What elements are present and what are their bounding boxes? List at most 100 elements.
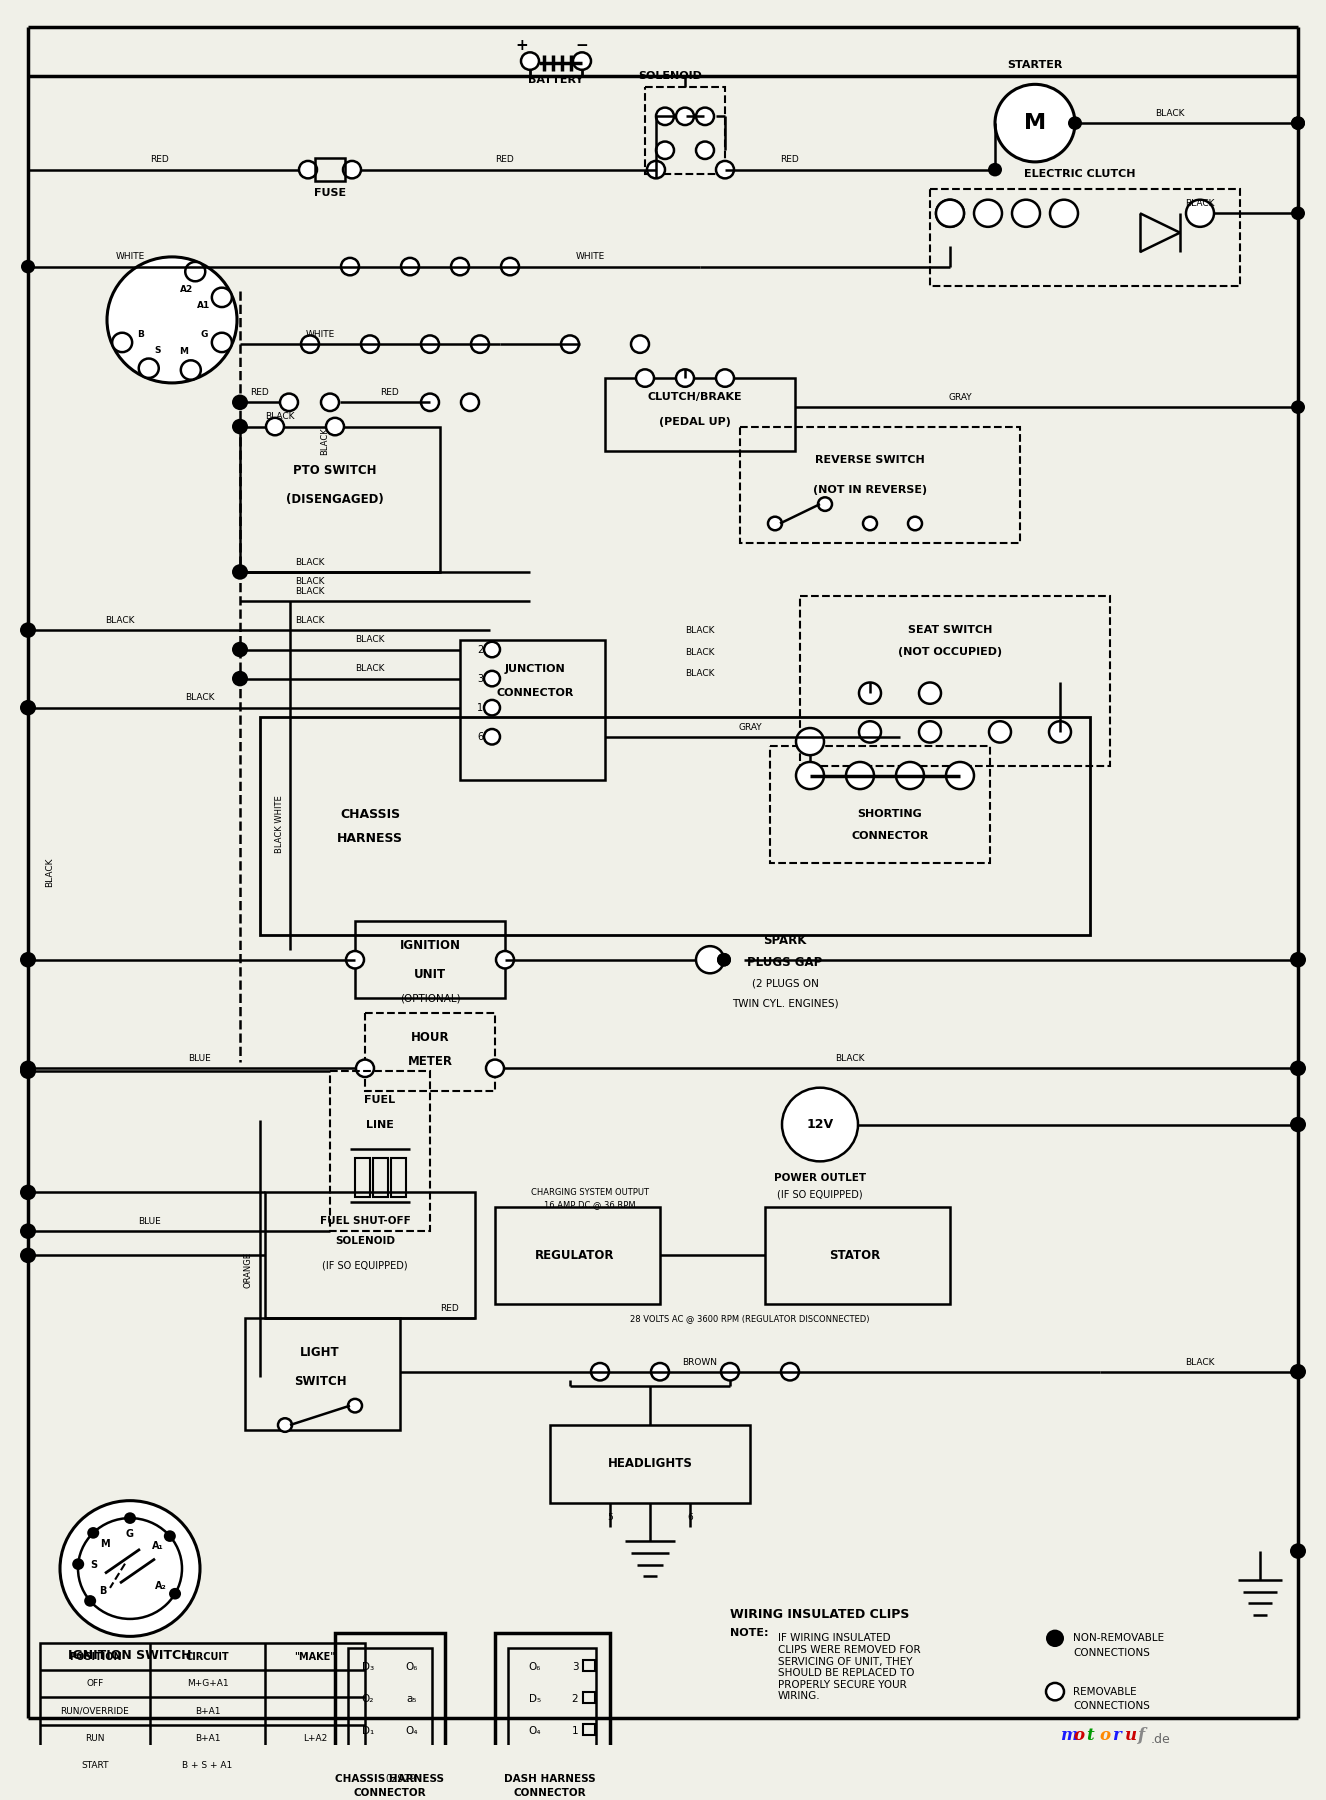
Text: DASH HARNESS: DASH HARNESS	[504, 1773, 595, 1784]
Text: BLACK: BLACK	[686, 648, 715, 657]
Text: UNIT: UNIT	[414, 968, 446, 981]
Text: METER: METER	[407, 1055, 452, 1067]
Bar	[335, 1633, 446, 1775]
Text: BLACK: BLACK	[186, 693, 215, 702]
Text: r: r	[1113, 1726, 1120, 1744]
Text: D₁: D₁	[362, 1726, 374, 1737]
Circle shape	[936, 200, 964, 227]
Text: BLACK: BLACK	[1155, 110, 1184, 119]
Text: SOLENOID: SOLENOID	[335, 1237, 395, 1246]
Text: REVERSE SWITCH: REVERSE SWITCH	[815, 455, 924, 466]
Circle shape	[484, 643, 500, 657]
Text: A2: A2	[180, 284, 194, 293]
Text: TWIN CYL. ENGINES): TWIN CYL. ENGINES)	[732, 999, 838, 1008]
Text: PTO SWITCH: PTO SWITCH	[293, 464, 377, 477]
Text: 1: 1	[572, 1726, 578, 1737]
Text: SPARK: SPARK	[764, 934, 806, 947]
Text: A1: A1	[198, 301, 211, 310]
Text: ORANGE: ORANGE	[244, 1253, 252, 1289]
Text: O₆: O₆	[406, 1663, 418, 1672]
Text: (IF SO EQUIPPED): (IF SO EQUIPPED)	[322, 1260, 408, 1271]
Circle shape	[1290, 1364, 1306, 1379]
Circle shape	[326, 418, 343, 436]
Text: M: M	[1024, 113, 1046, 133]
Circle shape	[60, 1501, 200, 1636]
Circle shape	[347, 1399, 362, 1413]
Circle shape	[994, 85, 1075, 162]
Circle shape	[561, 335, 579, 353]
Text: IF WIRING INSULATED
CLIPS WERE REMOVED FOR
SERVICING OF UNIT, THEY
SHOULD BE REP: IF WIRING INSULATED CLIPS WERE REMOVED F…	[778, 1633, 920, 1701]
Text: 2: 2	[477, 644, 483, 655]
Text: OFF: OFF	[86, 1679, 103, 1688]
Text: LINE: LINE	[366, 1120, 394, 1130]
Text: 5: 5	[607, 1512, 613, 1521]
Circle shape	[471, 335, 489, 353]
Circle shape	[461, 394, 479, 410]
Text: t: t	[1086, 1726, 1094, 1744]
Circle shape	[20, 1184, 36, 1201]
Circle shape	[863, 517, 876, 531]
Bar	[347, 1649, 432, 1755]
Circle shape	[321, 394, 339, 410]
Text: LIGHT: LIGHT	[300, 1346, 339, 1359]
Circle shape	[1012, 200, 1040, 227]
Bar	[460, 639, 605, 781]
Bar	[355, 1159, 370, 1197]
Text: 2: 2	[572, 1694, 578, 1705]
Text: −: −	[575, 38, 589, 52]
Circle shape	[501, 257, 518, 275]
Text: SHORTING: SHORTING	[858, 810, 923, 819]
Circle shape	[1046, 1629, 1063, 1647]
Text: BLACK: BLACK	[265, 412, 294, 421]
Text: IGNITION SWITCH: IGNITION SWITCH	[68, 1649, 192, 1661]
Text: B: B	[137, 329, 143, 338]
Circle shape	[1185, 200, 1215, 227]
Text: BLACK: BLACK	[1185, 1357, 1215, 1366]
Bar	[391, 1159, 406, 1197]
Circle shape	[1049, 722, 1071, 743]
Bar	[495, 1633, 610, 1775]
Circle shape	[232, 643, 248, 657]
Circle shape	[717, 952, 731, 967]
Text: REGULATOR: REGULATOR	[536, 1249, 615, 1262]
Circle shape	[781, 1363, 800, 1381]
Bar	[508, 1649, 595, 1755]
Circle shape	[20, 1224, 36, 1238]
Circle shape	[361, 335, 379, 353]
Text: B+A1: B+A1	[195, 1706, 220, 1715]
Circle shape	[232, 563, 248, 580]
Text: G: G	[126, 1528, 134, 1539]
Text: B + S + A1: B + S + A1	[183, 1760, 232, 1769]
Text: CIRCUIT: CIRCUIT	[186, 1652, 229, 1661]
Text: BLACK: BLACK	[321, 427, 329, 455]
Text: JUNCTION: JUNCTION	[505, 664, 565, 673]
Circle shape	[676, 369, 693, 387]
Text: (NOT OCCUPIED): (NOT OCCUPIED)	[898, 648, 1002, 657]
Text: BLACK WHITE: BLACK WHITE	[276, 796, 285, 853]
Circle shape	[696, 947, 724, 974]
Text: HARNESS: HARNESS	[337, 832, 403, 844]
Circle shape	[1292, 207, 1305, 220]
Text: O₂: O₂	[362, 1694, 374, 1705]
Circle shape	[20, 1247, 36, 1264]
Circle shape	[1292, 117, 1305, 130]
Circle shape	[676, 108, 693, 124]
Bar	[930, 189, 1240, 286]
Text: 3: 3	[572, 1663, 578, 1672]
Circle shape	[696, 108, 713, 124]
Text: 3: 3	[477, 673, 483, 684]
Text: M+G+A1: M+G+A1	[187, 1679, 228, 1688]
Circle shape	[232, 419, 248, 434]
Circle shape	[212, 288, 232, 308]
Text: M: M	[99, 1539, 109, 1548]
Text: CONNECTOR: CONNECTOR	[496, 688, 574, 698]
Text: ELECTRIC CLUTCH: ELECTRIC CLUTCH	[1024, 169, 1136, 180]
Text: BLACK: BLACK	[686, 626, 715, 635]
Text: RED: RED	[440, 1305, 459, 1314]
Text: RED: RED	[151, 155, 170, 164]
Bar	[240, 427, 440, 572]
Circle shape	[278, 1418, 292, 1431]
Text: RED: RED	[781, 155, 800, 164]
Circle shape	[846, 761, 874, 788]
Text: BLACK: BLACK	[686, 670, 715, 679]
